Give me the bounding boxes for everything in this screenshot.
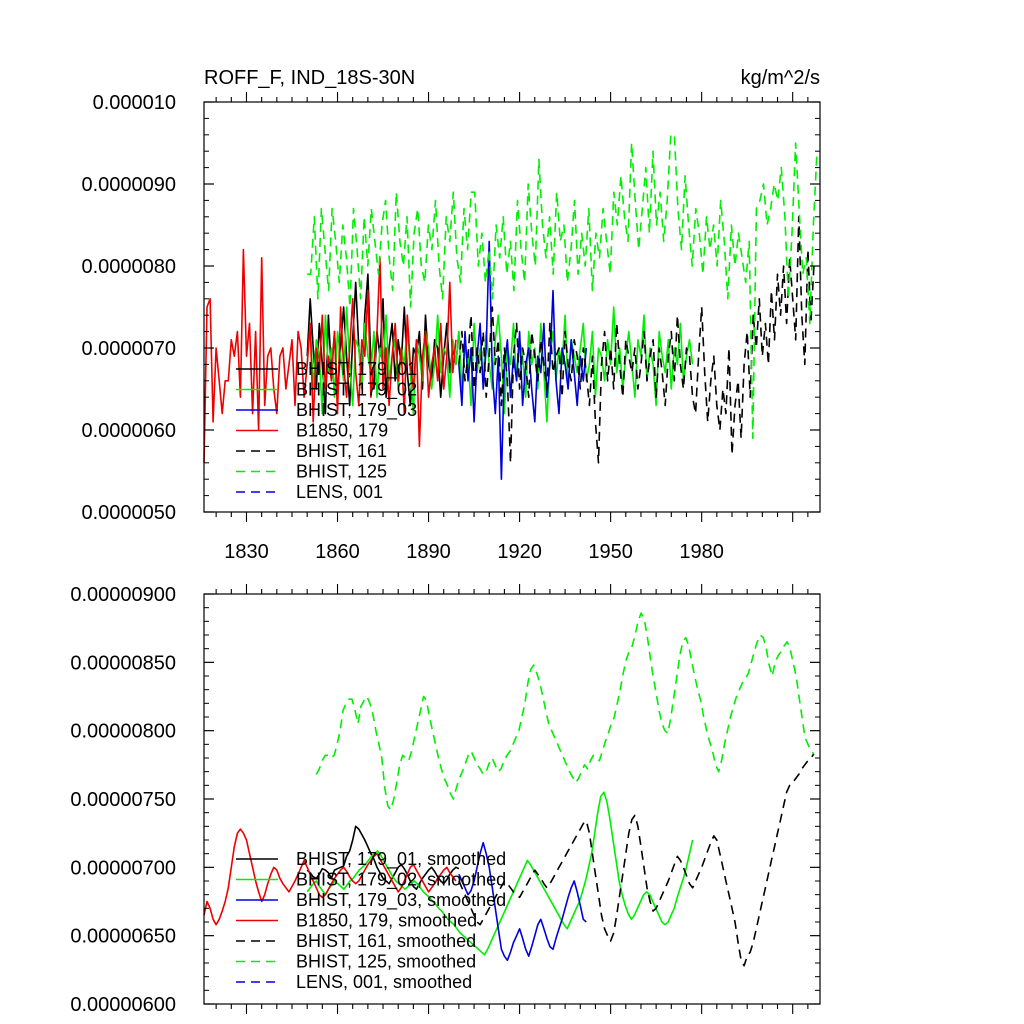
bottom-y-tick-label: 0.00000700 <box>70 857 176 879</box>
bottom-legend-label-1: BHIST, 179_02, smoothed <box>296 870 506 891</box>
bottom-y-tick-label: 0.00000900 <box>70 584 176 606</box>
top-y-tick-label: 0.0000090 <box>81 174 176 196</box>
bottom-y-tick-label: 0.00000850 <box>70 652 176 674</box>
top-series-line-5 <box>307 134 818 440</box>
bottom-legend-label-3: B1850, 179, smoothed <box>296 911 477 931</box>
top-x-tick-label: 1890 <box>406 541 451 563</box>
top-chart-title: ROFF_F, IND_18S-30N <box>204 67 415 89</box>
bottom-series-line-4 <box>458 753 815 967</box>
bottom-axes-group: 0.00000600 0.00000650 0.00000700 0.00000750… <box>70 584 821 1016</box>
top-legend-label-2: BHIST, 179_03 <box>296 400 417 421</box>
bottom-legend-label-6: LENS, 001, smoothed <box>296 972 472 992</box>
bottom-panel: 0.00000600 0.00000650 0.00000700 0.00000750… <box>70 584 821 1016</box>
top-series-line-3 <box>203 248 457 463</box>
top-x-tick-label: 1830 <box>224 541 269 563</box>
bottom-y-tick-label: 0.00000600 <box>70 994 176 1016</box>
bottom-y-tick-label: 0.00000750 <box>70 789 176 811</box>
bottom-y-tick-label: 0.00000800 <box>70 721 176 743</box>
top-legend-label-4: BHIST, 161 <box>296 441 387 461</box>
top-legend-label-3: B1850, 179 <box>296 421 388 441</box>
bottom-y-tick-label: 0.00000650 <box>70 926 176 948</box>
top-y-tick-label: 0.0000060 <box>81 420 176 442</box>
top-panel: ROFF_F, IND_18S-30N kg/m^2/s 0.00000500.… <box>81 67 821 563</box>
bottom-series-line-3 <box>203 828 457 926</box>
top-series-line-4 <box>458 216 815 464</box>
top-y-tick-label: 0.0000080 <box>81 256 176 278</box>
top-chart-units: kg/m^2/s <box>741 67 820 89</box>
top-series-line-2 <box>458 240 588 481</box>
top-plot-frame <box>203 101 821 513</box>
top-legend-label-0: BHIST, 179_01 <box>296 359 417 380</box>
top-y-tick-label: 0.0000070 <box>81 338 176 360</box>
top-x-tick-label: 1950 <box>588 541 633 563</box>
bottom-legend-label-4: BHIST, 161, smoothed <box>296 931 476 951</box>
top-legend-label-5: BHIST, 125 <box>296 462 387 482</box>
top-axes-group: 0.0000050 0.0000060 0.0000070 0.0000080 0.00… <box>81 92 821 563</box>
bottom-legend-label-2: BHIST, 179_03, smoothed <box>296 890 506 911</box>
top-series-group <box>203 134 818 481</box>
bottom-series-line-2 <box>458 841 587 962</box>
bottom-series-group <box>203 612 815 967</box>
top-x-tick-label: 1860 <box>315 541 360 563</box>
bottom-legend-label-5: BHIST, 125, smoothed <box>296 952 476 972</box>
bottom-series-line-0 <box>306 825 460 891</box>
bottom-series-line-1 <box>306 791 694 956</box>
top-x-tick-label: 1980 <box>679 541 724 563</box>
bottom-legend-label-0: BHIST, 179_01, smoothed <box>296 849 506 870</box>
top-y-tick-label: 0.0000050 <box>81 502 176 524</box>
top-y-tick-label: 0.000010 <box>93 92 176 114</box>
top-legend-label-1: BHIST, 179_02 <box>296 380 417 401</box>
bottom-series-line-5 <box>315 612 815 811</box>
top-legend-label-6: LENS, 001 <box>296 482 383 502</box>
top-series-line-1 <box>306 306 694 423</box>
top-x-tick-label: 1920 <box>497 541 542 563</box>
